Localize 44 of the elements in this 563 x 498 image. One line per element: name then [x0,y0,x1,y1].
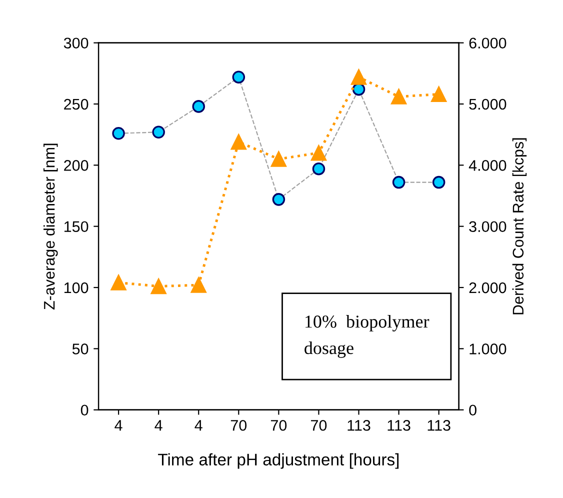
x-tick-label: 113 [388,420,410,431]
y2-tick-label: 3.000 [469,221,506,232]
y2-tick-label: 1.000 [470,344,506,354]
y2-axis-title: Derived Count Rate [kcps] [512,138,527,314]
x-tick-label: 70 [230,420,247,431]
point [112,126,125,140]
point [232,70,246,84]
x-tick-label: 4 [194,420,202,431]
x-tick-label: 70 [270,420,287,431]
point [152,126,165,139]
point [270,151,286,167]
point [192,100,206,113]
point [310,145,326,161]
y-tick-label: 250 [64,98,88,110]
y-tick-label: 200 [64,160,88,171]
point [150,278,166,294]
y-axis-title: Z-average diameter [nm] [44,144,58,310]
x-tick-label: 113 [428,420,450,431]
y2-tick-label: 4.000 [468,160,506,171]
point [350,69,367,85]
x-tick-label: 70 [311,420,327,431]
point [272,193,286,206]
y-tick-label: 100 [64,282,88,294]
y-tick-label: 0 [80,404,88,416]
x-tick-label: 4 [114,420,122,431]
point [190,277,206,293]
annotation: 10% biopolymer dosage [304,315,430,358]
y2-tick-label: 0 [469,404,476,416]
x-axis-title: Time after pH adjustment [hours] [158,453,399,469]
y2-tick-label: 6.000 [469,38,506,49]
y2-tick-label: 2.000 [469,282,506,294]
y-tick-label: 50 [72,344,88,354]
point [392,176,406,189]
x-tick-label: 113 [348,420,370,431]
point [110,274,126,290]
y-tick-label: 150 [64,221,88,232]
y-tick-label: 300 [64,38,88,49]
point [391,88,407,104]
point [230,134,246,150]
point [431,86,447,102]
y2-tick-label: 5.000 [469,98,506,110]
point [312,162,326,176]
x-tick-label: 4 [154,420,162,431]
point [432,176,446,189]
